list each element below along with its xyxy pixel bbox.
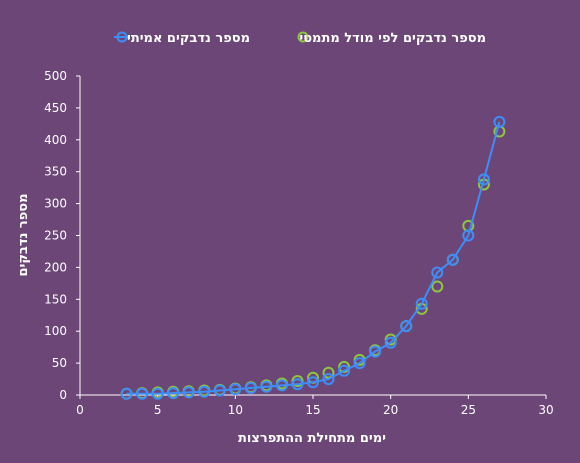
y-tick-label: 50 [52, 356, 67, 370]
x-tick-label: 15 [305, 403, 320, 417]
series-line-actual [126, 121, 501, 395]
y-tick-label: 350 [44, 165, 67, 179]
x-tick-label: 0 [76, 403, 84, 417]
data-point-actual [182, 386, 195, 399]
x-tick-label: 5 [154, 403, 162, 417]
legend: מספר נדבקים לפי מודל מתמטי מספר נדבקים א… [114, 31, 486, 46]
data-point-actual [260, 380, 273, 393]
data-point-actual [151, 387, 164, 400]
data-point-actual [244, 382, 257, 394]
x-tick-label: 10 [228, 403, 243, 417]
data-point-actual [291, 378, 304, 391]
data-point-actual [446, 253, 459, 266]
data-point-actual [322, 373, 335, 386]
data-point-actual [431, 266, 444, 279]
data-point-model [431, 280, 444, 293]
x-tick-label: 25 [461, 403, 476, 417]
data-point-actual [229, 383, 242, 396]
data-point-actual [136, 387, 149, 400]
data-point-actual [353, 357, 366, 370]
data-point-actual [213, 384, 226, 397]
axes: 0 50 100 150 200 250 300 350 400 450 500 0 5 10 15 20 25… [44, 69, 554, 417]
data-point-actual [338, 364, 351, 377]
series-actual [120, 115, 506, 400]
y-tick-label: 200 [44, 260, 67, 274]
data-point-actual [198, 385, 211, 398]
y-axis-title: מספר נדבקים [16, 193, 31, 276]
data-point-actual [415, 297, 428, 310]
x-tick-label: 20 [383, 403, 398, 417]
y-tick-label: 500 [44, 69, 67, 83]
legend-marker-actual [116, 31, 128, 43]
x-tick-label: 30 [538, 403, 553, 417]
y-tick-label: 100 [44, 324, 67, 338]
data-point-actual [120, 387, 133, 400]
y-tick-label: 250 [44, 229, 67, 243]
y-tick-label: 450 [44, 101, 67, 115]
y-tick-label: 150 [44, 292, 67, 306]
legend-label-actual: מספר נדבקים אמיתי [127, 31, 250, 46]
data-point-actual [307, 376, 319, 389]
legend-marker-model [297, 31, 309, 43]
series-layer [120, 115, 506, 400]
data-point-actual [462, 229, 475, 242]
y-tick-label: 300 [44, 197, 67, 211]
data-point-actual [275, 379, 288, 392]
data-point-actual [400, 320, 413, 333]
y-tick-label: 0 [59, 388, 67, 402]
data-point-actual [167, 387, 180, 400]
data-point-actual [384, 336, 397, 349]
y-tick-label: 400 [44, 133, 67, 147]
legend-item-actual: מספר נדבקים אמיתי [114, 31, 250, 46]
data-point-actual [493, 115, 506, 128]
legend-label-model: מספר נדבקים לפי מודל מתמטי [299, 31, 486, 46]
data-point-actual [477, 173, 490, 186]
x-axis-title: ימים מתחילת ההתפרצות [238, 431, 386, 446]
data-point-model [322, 366, 335, 379]
data-point-actual [369, 345, 382, 358]
legend-item-model: מספר נדבקים לפי מודל מתמטי [297, 31, 486, 46]
